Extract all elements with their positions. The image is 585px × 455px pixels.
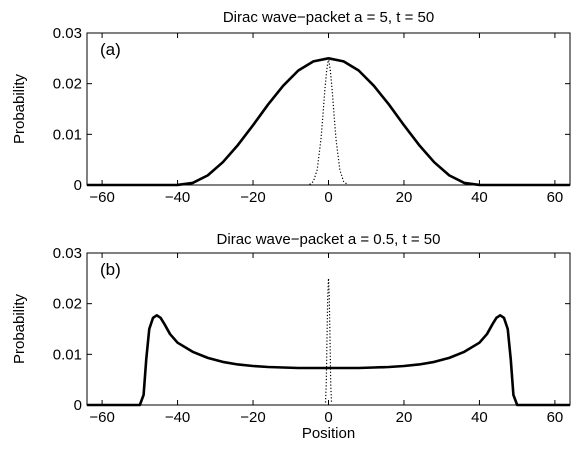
x-tick-label: 40: [471, 409, 488, 426]
x-tick-label: 0: [324, 409, 332, 426]
panel-label: (a): [100, 40, 121, 59]
y-tick-label: 0.01: [53, 126, 82, 143]
x-tick-label: 60: [547, 189, 564, 206]
panel-a: Dirac wave−packet a = 5, t = 50 −60 −40 −20…: [11, 9, 571, 206]
x-tick-label: 40: [471, 189, 488, 206]
panel-label: (b): [100, 260, 121, 279]
x-tick-label: 20: [396, 409, 413, 426]
series-line-solid: [87, 314, 570, 407]
x-tick-label: −20: [240, 189, 265, 206]
x-tick-label: 0: [324, 189, 332, 206]
y-tick-label: 0.02: [53, 76, 82, 93]
series-line-dotted: [324, 277, 333, 403]
y-tick-label: 0.02: [53, 296, 82, 313]
y-tick-label: 0.01: [53, 346, 82, 363]
y-tick-label: 0.03: [53, 25, 82, 42]
y-tick-label: 0: [74, 397, 82, 414]
y-axis-label: Probability: [11, 293, 28, 364]
x-tick-label: −60: [89, 409, 114, 426]
x-tick-label: −20: [240, 409, 265, 426]
series-line-solid: [87, 57, 570, 187]
x-tick-label: 20: [396, 189, 413, 206]
series-line-dotted: [309, 57, 348, 185]
axes-frame: [86, 252, 571, 406]
chart-title: Dirac wave−packet a = 5, t = 50: [223, 9, 434, 26]
x-tick-label: 60: [547, 409, 564, 426]
y-axis-label: Probability: [11, 73, 28, 144]
x-tick-label: −40: [165, 189, 190, 206]
y-tick-label: 0.03: [53, 245, 82, 262]
chart-title: Dirac wave−packet a = 0.5, t = 50: [217, 231, 441, 248]
x-axis-label: Position: [302, 425, 355, 442]
y-tick-label: 0: [74, 177, 82, 194]
x-tick-label: −60: [89, 189, 114, 206]
panel-b: Dirac wave−packet a = 0.5, t = 50 −60 −40 −…: [11, 231, 571, 442]
x-tick-label: −40: [165, 409, 190, 426]
axes-frame: [86, 32, 571, 186]
